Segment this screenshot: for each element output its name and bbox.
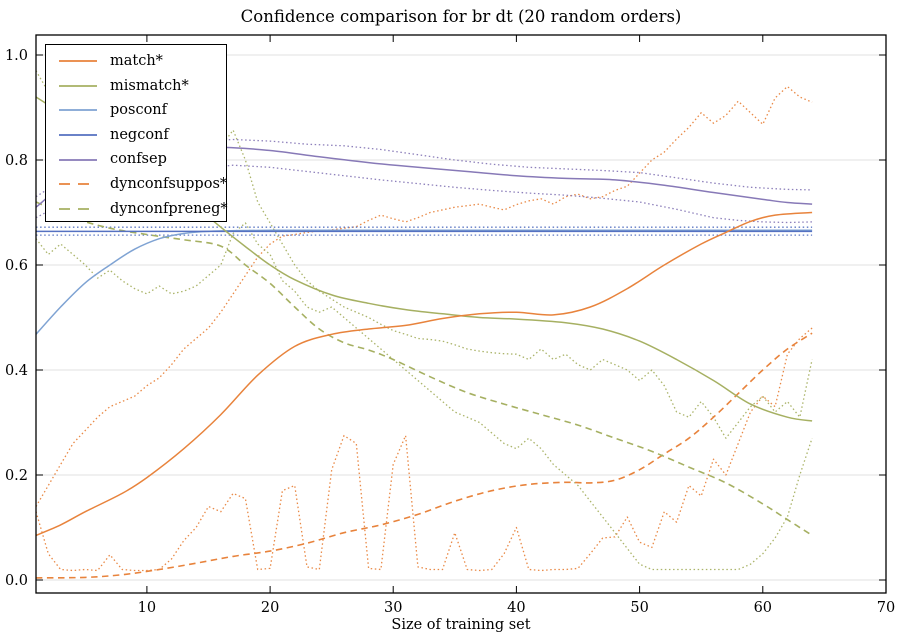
legend-box: match* mismatch* posconf negconf confsep… — [45, 44, 228, 222]
x-tick-label: 10 — [138, 600, 156, 616]
legend-label: dynconfsuppos* — [110, 176, 228, 193]
legend-label: mismatch* — [110, 77, 189, 94]
legend-line-swatch — [59, 158, 97, 161]
legend-line-swatch — [59, 60, 97, 63]
legend-label: dynconfpreneg* — [110, 200, 228, 217]
series-dynconfsuppos-line — [35, 332, 813, 579]
legend-item-posconf: posconf — [46, 98, 226, 123]
y-tick-label: 0.2 — [5, 468, 28, 484]
legend-item-dynconfsuppos: dynconfsuppos* — [46, 172, 228, 197]
y-tick-label: 0.0 — [5, 573, 28, 589]
y-tick-label: 0.4 — [5, 363, 28, 379]
legend-line-swatch — [59, 85, 97, 87]
legend-item-confsep: confsep — [46, 147, 226, 172]
x-tick-label: 20 — [261, 600, 279, 616]
x-tick-label: 50 — [630, 600, 648, 616]
legend-label: match* — [110, 53, 163, 70]
x-axis-label: Size of training set — [391, 617, 530, 633]
y-tick-label: 0.6 — [5, 258, 28, 274]
legend-line-swatch — [59, 109, 97, 112]
x-tick-label: 60 — [754, 600, 772, 616]
series-match-line — [35, 211, 813, 537]
chart-title: Confidence comparison for br dt (20 rand… — [241, 7, 682, 26]
legend-label: posconf — [110, 102, 168, 119]
y-tick-label: 1.0 — [5, 48, 28, 64]
x-tick-label: 30 — [384, 600, 402, 616]
legend-label: confsep — [110, 151, 167, 168]
y-tick-label: 0.8 — [5, 153, 28, 169]
legend-line-swatch — [59, 183, 97, 186]
x-tick-label: 70 — [877, 600, 895, 616]
series-match_lower_bound-line — [35, 327, 813, 572]
legend-line-swatch — [59, 208, 97, 210]
plot-border — [35, 34, 887, 594]
legend-item-negconf: negconf — [46, 123, 226, 148]
x-tick-label: 40 — [507, 600, 525, 616]
legend-item-dynconfpreneg: dynconfpreneg* — [46, 197, 228, 222]
legend-item-match: match* — [46, 49, 226, 74]
series-posconf-line — [35, 229, 813, 335]
legend-item-mismatch: mismatch* — [46, 74, 226, 99]
legend-line-swatch — [59, 134, 97, 136]
axes-and-ticks: 10 20 30 40 50 60 70 0.0 0.2 0.4 0.6 0.8 1.0 — [5, 34, 895, 616]
series-dynconfpreneg-line — [35, 201, 813, 537]
legend-label: negconf — [110, 126, 169, 143]
series-mismatch_lower_bound-line — [35, 222, 813, 571]
